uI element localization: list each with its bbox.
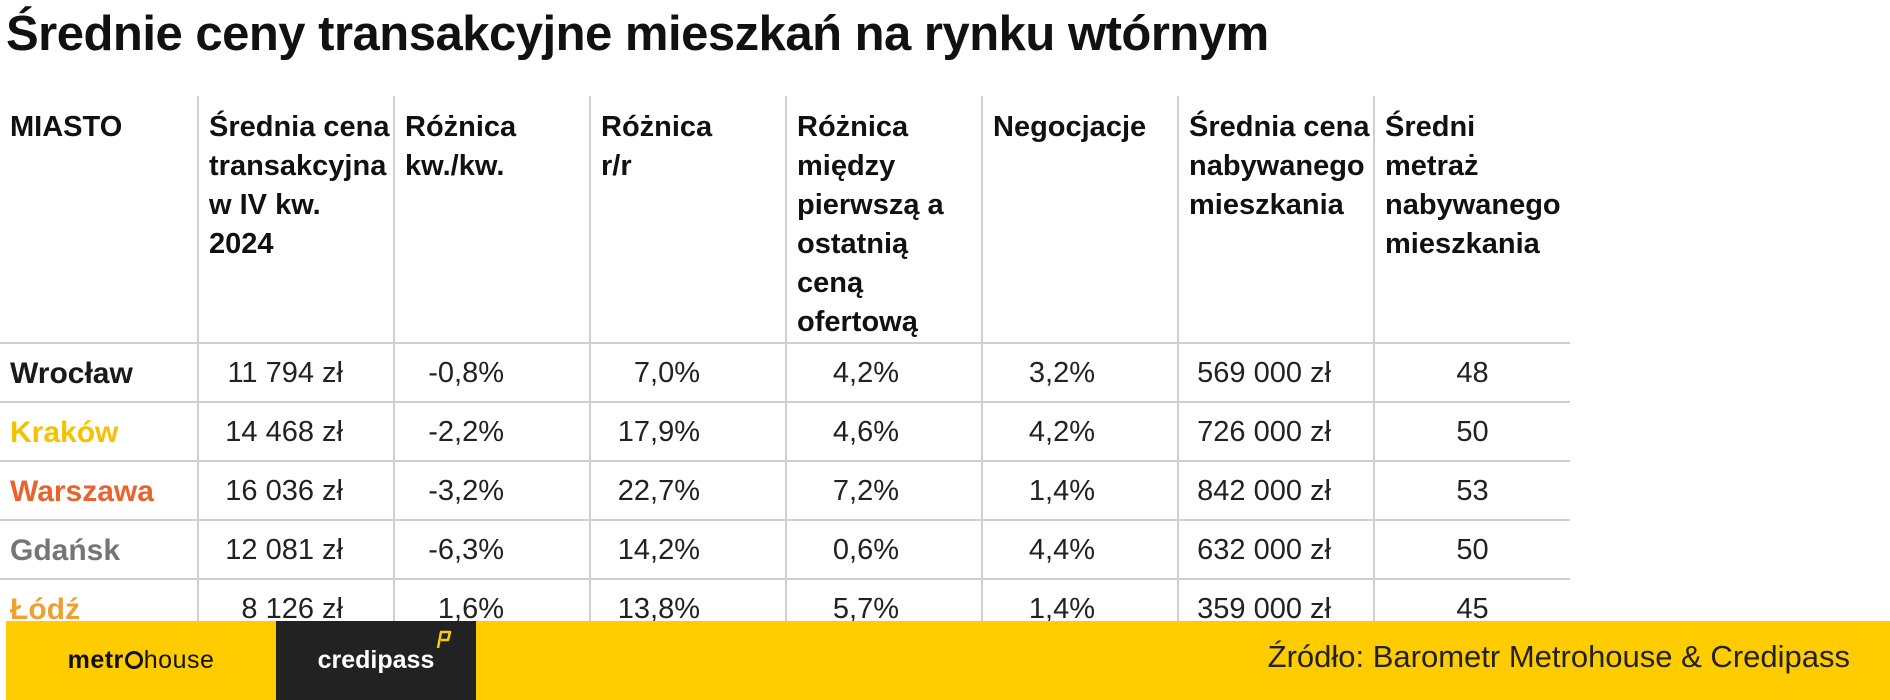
value-cell: 4,2% — [981, 402, 1178, 461]
value-cell: 50 — [1373, 402, 1570, 461]
value-cell: 22,7% — [589, 461, 786, 520]
value-cell: 4,4% — [981, 520, 1178, 579]
value-cell: 17,9% — [589, 402, 786, 461]
value-cell: 14 468 zł — [197, 402, 394, 461]
credipass-logo-text: credipass — [318, 630, 452, 675]
value-cell: 569 000 zł — [1177, 343, 1374, 402]
flag-icon — [437, 630, 452, 649]
column-header-label: Średnia cena transakcyjna w IV kw. 2024 — [209, 111, 390, 260]
value-cell: 16 036 zł — [197, 461, 394, 520]
value-cell: 50 — [1373, 520, 1570, 579]
footer-bar: metr house credipass Źródło: Barometr Met… — [6, 621, 1890, 700]
value-cell: 842 000 zł — [1177, 461, 1374, 520]
column-header-1: Średnia cena transakcyjna w IV kw. 2024 — [197, 96, 394, 343]
value-cell: 4,6% — [785, 402, 982, 461]
value-cell: -6,3% — [393, 520, 590, 579]
value-cell: 7,0% — [589, 343, 786, 402]
value-cell: -2,2% — [393, 402, 590, 461]
city-cell: Warszawa — [10, 474, 154, 508]
column-header-5: Negocjacje — [981, 96, 1178, 343]
city-cell: Łódź — [10, 592, 80, 626]
value-cell: 632 000 zł — [1177, 520, 1374, 579]
value-cell: 12 081 zł — [197, 520, 394, 579]
header-row: MIASTO Średnia cena transakcyjna w IV kw.… — [0, 96, 1570, 343]
table-body: Wrocław 11 794 zł -0,8% 7,0% 4,2% 3,2% 569 000… — [0, 343, 1570, 637]
city-cell: Kraków — [10, 415, 119, 449]
value-cell: -3,2% — [393, 461, 590, 520]
price-table: MIASTO Średnia cena transakcyjna w IV kw.… — [0, 96, 1570, 637]
column-header-6: Średnia cena nabywanego mieszkania — [1177, 96, 1374, 343]
column-header-label: MIASTO — [10, 111, 123, 143]
column-header-3: Różnica r/r — [589, 96, 786, 343]
value-cell: 4,2% — [785, 343, 982, 402]
value-cell: 53 — [1373, 461, 1570, 520]
city-cell: Wrocław — [10, 356, 133, 390]
table-row: Gdańsk 12 081 zł -6,3% 14,2% 0,6% 4,4% 632 000… — [0, 520, 1570, 579]
value-cell: 14,2% — [589, 520, 786, 579]
column-header-label: Średni metraż nabywanego mieszkania — [1385, 111, 1561, 260]
value-cell: 7,2% — [785, 461, 982, 520]
value-cell: 1,4% — [981, 461, 1178, 520]
city-cell: Gdańsk — [10, 533, 121, 567]
value-cell: 3,2% — [981, 343, 1178, 402]
column-header-4: Różnica między pierwszą a ostatnią ceną … — [785, 96, 982, 343]
credipass-logo: credipass — [276, 621, 476, 700]
column-header-label: Różnica między pierwszą a ostatnią ceną … — [797, 111, 944, 338]
table-header: MIASTO Średnia cena transakcyjna w IV kw.… — [0, 96, 1570, 343]
source-note: Źródło: Barometr Metrohouse & Credipass — [1267, 639, 1850, 674]
column-header-label: Średnia cena nabywanego mieszkania — [1189, 111, 1370, 221]
value-cell: 48 — [1373, 343, 1570, 402]
column-header-label: Różnica kw./kw. — [405, 111, 517, 182]
column-header-0: MIASTO — [0, 96, 198, 343]
logo-circle-icon — [124, 651, 143, 669]
page-title: Średnie ceny transakcyjne mieszkań na ry… — [6, 7, 1269, 61]
column-header-label: Negocjacje — [993, 111, 1147, 143]
column-header-2: Różnica kw./kw. — [393, 96, 590, 343]
column-header-label: Różnica r/r — [601, 111, 713, 182]
table-row: Warszawa 16 036 zł -3,2% 22,7% 7,2% 1,4% 842 0… — [0, 461, 1570, 520]
table-row: Kraków 14 468 zł -2,2% 17,9% 4,6% 4,2% 726 000… — [0, 402, 1570, 461]
table-row: Wrocław 11 794 zł -0,8% 7,0% 4,2% 3,2% 569 000… — [0, 343, 1570, 402]
value-cell: 726 000 zł — [1177, 402, 1374, 461]
column-header-7: Średni metraż nabywanego mieszkania — [1373, 96, 1570, 343]
value-cell: 0,6% — [785, 520, 982, 579]
metrohouse-logo: metr house — [6, 621, 276, 700]
value-cell: 11 794 zł — [197, 343, 394, 402]
value-cell: -0,8% — [393, 343, 590, 402]
metrohouse-logo-bold: metr — [67, 646, 124, 674]
metrohouse-logo-rest: house — [143, 646, 215, 674]
